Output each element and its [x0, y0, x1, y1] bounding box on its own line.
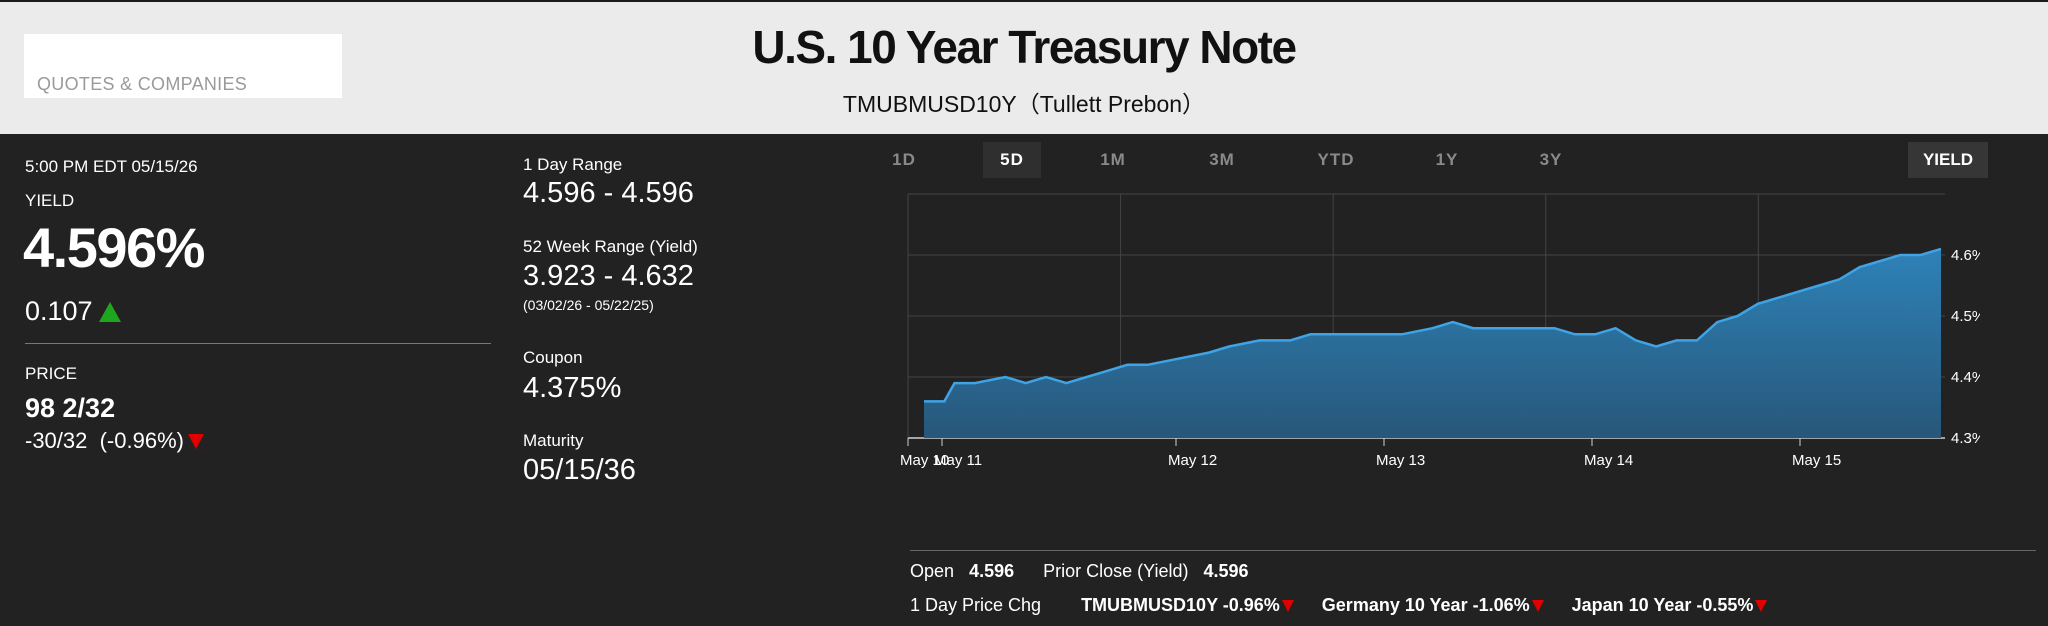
search-label: QUOTES & COMPANIES [37, 74, 248, 94]
x-tick-label: May 11 [934, 452, 982, 469]
price-label: PRICE [25, 364, 77, 383]
range-52w-dates: (03/02/26 - 05/22/25) [523, 297, 654, 313]
range-1d-label: 1 Day Range [523, 155, 623, 174]
range-52w-value: 3.923 - 4.632 [523, 260, 694, 292]
tab-5d[interactable]: 5D [983, 142, 1041, 178]
open-value: 4.596 [969, 561, 1015, 581]
page-subtitle: TMUBMUSD10Y（Tullett Prebon） [842, 91, 1206, 117]
x-tick-label: May 15 [1792, 452, 1841, 469]
y-tick-label: 4.4% [1951, 369, 1980, 386]
y-tick-label: 4.6% [1951, 247, 1980, 264]
price-change: -30/32 (-0.96%) [25, 428, 204, 454]
tab-3m[interactable]: 3M [1209, 150, 1235, 169]
quotes-search-box[interactable]: QUOTES & COMPANIES [24, 34, 342, 98]
up-arrow-icon [98, 301, 121, 322]
maturity-value: 05/15/36 [523, 454, 636, 486]
yield-value: 4.596% [23, 216, 205, 279]
yield-area [924, 248, 1941, 438]
open-label: Open [910, 561, 955, 581]
x-tick-label: May 13 [1376, 452, 1425, 469]
divider [25, 343, 491, 344]
down-arrow-icon [187, 433, 204, 449]
open-stats-row: Open 4.596 Prior Close (Yield) 4.596 [910, 561, 1249, 582]
tab-1d[interactable]: 1D [892, 150, 916, 169]
change-item-germany[interactable]: Germany 10 Year -1.06% [1322, 595, 1544, 616]
x-tick-label: May 14 [1584, 452, 1633, 469]
yield-line [924, 247, 1942, 403]
down-arrow-icon [1531, 599, 1544, 612]
yield-label: YIELD [25, 191, 75, 210]
price-value: 98 2/32 [25, 393, 116, 423]
prior-close-label: Prior Close (Yield) [1043, 561, 1189, 581]
yield-change: 0.107 [25, 296, 121, 327]
coupon-value: 4.375% [523, 372, 622, 404]
down-arrow-icon [1281, 599, 1294, 612]
prior-close-value: 4.596 [1203, 561, 1249, 581]
change-item-japan[interactable]: Japan 10 Year -0.55% [1572, 595, 1768, 616]
tab-1y[interactable]: 1Y [1435, 150, 1459, 169]
yield-change-value: 0.107 [25, 296, 93, 326]
change-item-tmubmusd10y[interactable]: TMUBMUSD10Y -0.96% [1081, 595, 1294, 616]
y-tick-label: 4.5% [1951, 308, 1980, 325]
tab-ytd[interactable]: YTD [1317, 150, 1355, 169]
header: QUOTES & COMPANIES U.S. 10 Year Treasury… [0, 0, 2048, 134]
price-change-value: -30/32 (-0.96%) [25, 428, 184, 453]
page-title: U.S. 10 Year Treasury Note [752, 21, 1297, 73]
down-arrow-icon [1755, 599, 1768, 612]
yield-toggle-button[interactable]: YIELD [1908, 142, 1988, 178]
stats-divider [910, 550, 2036, 551]
y-tick-label: 4.3% [1951, 430, 1980, 447]
coupon-label: Coupon [523, 348, 583, 367]
quote-timestamp: 5:00 PM EDT 05/15/26 [25, 157, 198, 176]
change-label: Germany 10 Year -1.06% [1321, 595, 1530, 615]
x-tick-label: May 10 [900, 452, 949, 469]
change-label: TMUBMUSD10Y -0.96% [1081, 595, 1280, 615]
change-label: Japan 10 Year -0.55% [1571, 595, 1754, 615]
tab-3y[interactable]: 3Y [1539, 150, 1563, 169]
range-52w-label: 52 Week Range (Yield) [523, 237, 698, 256]
price-change-row: 1 Day Price Chg TMUBMUSD10Y -0.96% Germa… [910, 595, 1768, 616]
x-tick-label: May 12 [1168, 452, 1217, 469]
price-chg-label: 1 Day Price Chg [910, 595, 1042, 615]
range-1d-value: 4.596 - 4.596 [523, 177, 694, 209]
maturity-label: Maturity [523, 431, 584, 450]
tab-1m[interactable]: 1M [1100, 150, 1126, 169]
